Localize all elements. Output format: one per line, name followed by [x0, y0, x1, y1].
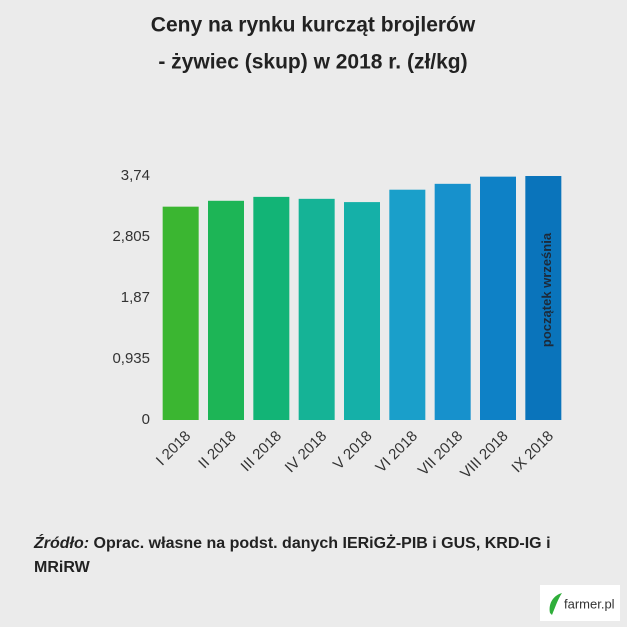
bar — [525, 176, 562, 420]
x-tick-label: IV 2018 — [282, 428, 331, 477]
bar — [434, 183, 471, 420]
x-tick-label: III 2018 — [238, 428, 285, 475]
logo-icon: farmer.pl — [549, 593, 615, 615]
y-tick-label: 3,74 — [121, 167, 150, 184]
source-label: Źródło: — [34, 535, 90, 552]
chart-title: Ceny na rynku kurcząt brojlerów — [151, 14, 476, 37]
y-tick-label: 0 — [142, 411, 150, 428]
y-tick-label: 1,87 — [121, 289, 150, 306]
x-tick-label: IX 2018 — [508, 428, 557, 477]
source: Źródło: Oprac. własne na podst. danych I… — [34, 532, 594, 580]
bar — [480, 176, 516, 420]
bar — [253, 196, 290, 420]
y-tick-label: 2,805 — [112, 228, 150, 245]
x-tick-label: I 2018 — [153, 428, 195, 470]
y-tick-label: 0,935 — [112, 350, 150, 367]
bar — [298, 198, 335, 420]
bar — [208, 200, 244, 420]
x-tick-label: VIII 2018 — [457, 428, 511, 482]
chart-title: - żywiec (skup) w 2018 r. (zł/kg) — [158, 51, 467, 74]
logo: farmer.pl — [540, 585, 620, 621]
annotation: początek września — [539, 232, 554, 347]
bar — [162, 206, 199, 420]
source-text: Oprac. własne na podst. danych IERiGŻ-PI… — [34, 535, 551, 576]
x-tick-label: VI 2018 — [372, 428, 421, 477]
bar — [344, 202, 380, 420]
bar — [389, 189, 426, 420]
logo-text: farmer.pl — [564, 596, 615, 611]
x-tick-label: V 2018 — [330, 428, 376, 474]
x-tick-label: II 2018 — [195, 428, 239, 472]
